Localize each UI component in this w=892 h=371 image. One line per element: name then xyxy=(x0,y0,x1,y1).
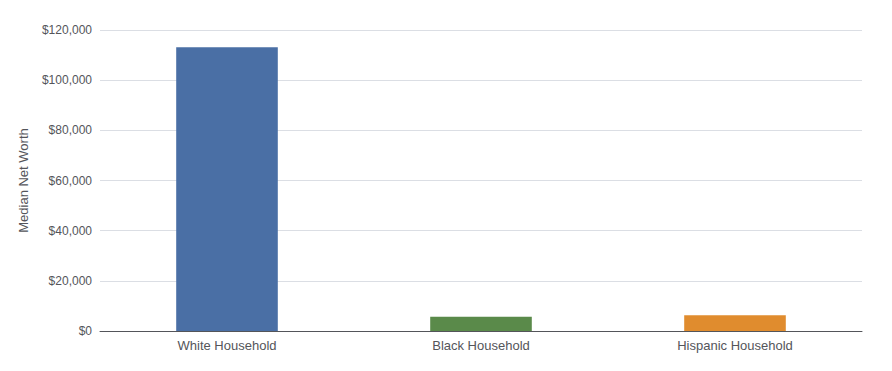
svg-text:$100,000: $100,000 xyxy=(42,73,92,87)
svg-text:$40,000: $40,000 xyxy=(49,224,93,238)
svg-text:$60,000: $60,000 xyxy=(49,174,93,188)
svg-text:White Household: White Household xyxy=(178,338,277,353)
svg-text:Median Net Worth: Median Net Worth xyxy=(16,128,31,233)
svg-text:Black Household: Black Household xyxy=(432,338,530,353)
svg-text:$0: $0 xyxy=(79,324,93,338)
svg-text:$120,000: $120,000 xyxy=(42,23,92,37)
svg-text:$80,000: $80,000 xyxy=(49,123,93,137)
svg-text:Hispanic Household: Hispanic Household xyxy=(677,338,793,353)
svg-text:$20,000: $20,000 xyxy=(49,274,93,288)
